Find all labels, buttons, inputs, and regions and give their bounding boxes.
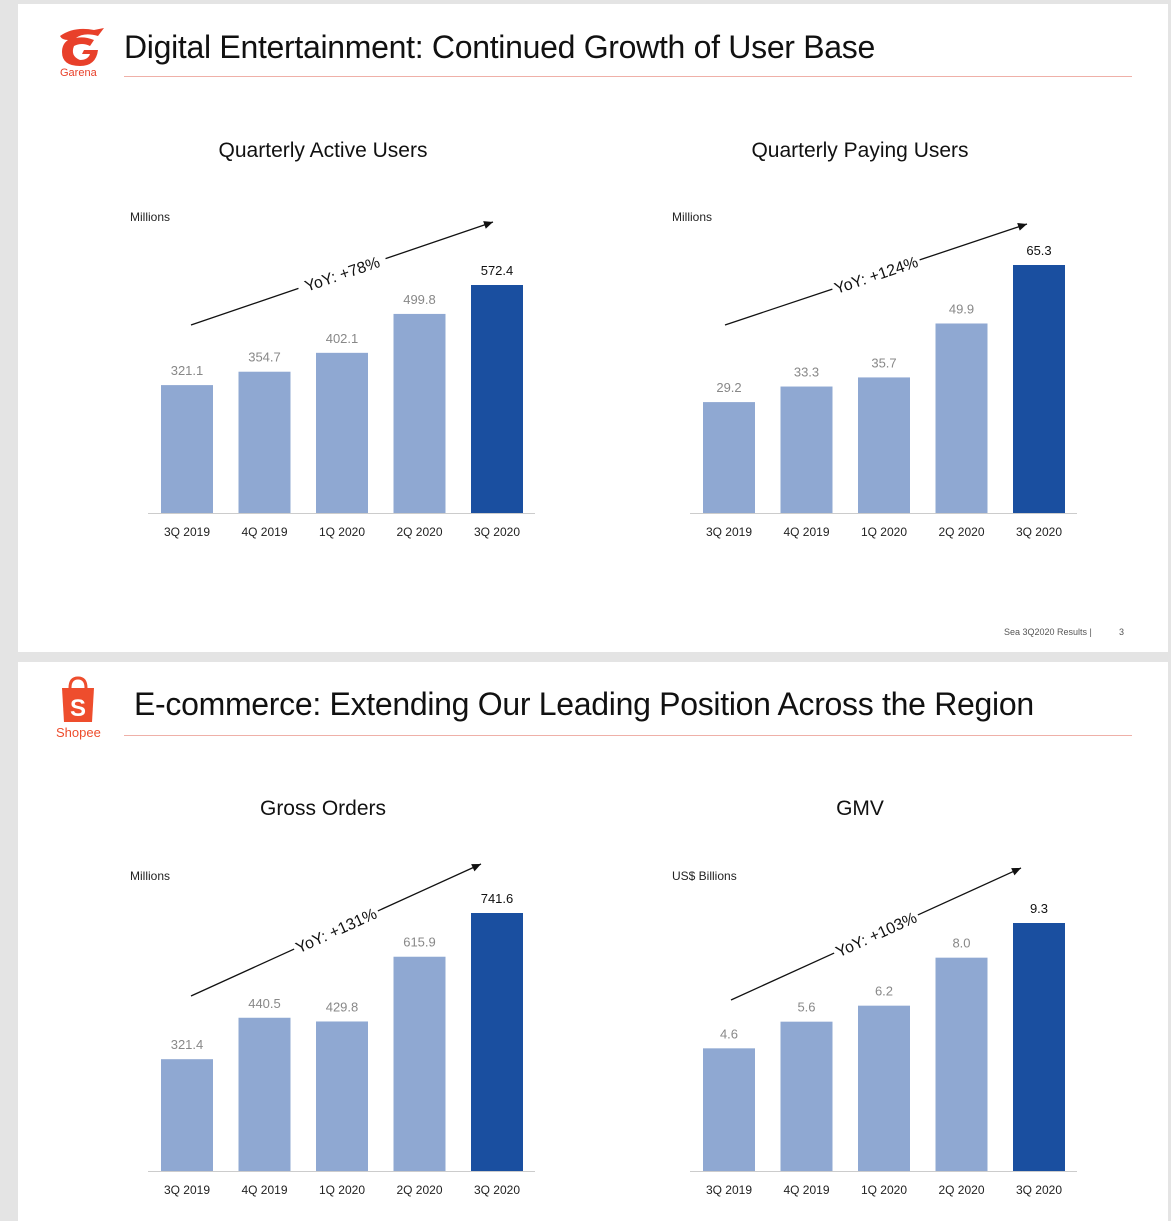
bar-1q-2020: [858, 377, 910, 513]
chart-gmv: 4.6 3Q 2019 5.6 4Q 2019 6.2 1Q 2020 8.0 2Q 2020…: [690, 867, 1077, 1197]
category-label: 4Q 2019: [241, 525, 287, 539]
bar-4q-2019: [780, 1021, 833, 1171]
value-label: 33.3: [794, 365, 819, 380]
category-label: 3Q 2019: [164, 1183, 210, 1197]
category-label: 3Q 2019: [706, 525, 752, 539]
bar-2q-2020: [935, 323, 988, 513]
bar-2q-2020: [935, 957, 988, 1171]
bar-3q-2019: [703, 1048, 755, 1171]
category-label: 2Q 2020: [938, 525, 984, 539]
value-label: 354.7: [248, 350, 281, 365]
value-label: 741.6: [481, 891, 514, 906]
footer-text: Sea 3Q2020 Results |: [1004, 627, 1092, 637]
category-label: 3Q 2019: [164, 525, 210, 539]
value-label: 321.4: [171, 1037, 204, 1052]
category-label: 4Q 2019: [783, 525, 829, 539]
chart-title: GMV: [836, 797, 884, 820]
value-label: 402.1: [326, 331, 359, 346]
category-label: 3Q 2020: [474, 1183, 520, 1197]
bar-1q-2020: [316, 1021, 368, 1171]
bar-3q-2019: [703, 402, 755, 513]
value-label: 440.5: [248, 996, 281, 1011]
shopee-logo-label: Shopee: [56, 725, 101, 740]
category-label: 3Q 2019: [706, 1183, 752, 1197]
value-label: 49.9: [949, 301, 974, 316]
value-label: 35.7: [871, 355, 896, 370]
yoy-label: YoY: +78%: [303, 254, 382, 295]
unit-label: US$ Billions: [672, 869, 737, 883]
title-rule: [124, 735, 1132, 736]
bar-4q-2019: [238, 1017, 291, 1171]
chart-title: Quarterly Active Users: [218, 139, 428, 162]
chart-quarterly-paying-users: 29.2 3Q 2019 33.3 4Q 2019 35.7 1Q 2020 49.9 2Q …: [690, 223, 1077, 539]
bar-2q-2020: [393, 956, 446, 1171]
yoy-label: YoY: +124%: [833, 254, 921, 298]
chart-gross-orders: 321.4 3Q 2019 440.5 4Q 2019 429.8 1Q 2020 615.…: [148, 863, 535, 1197]
value-label: 4.6: [720, 1026, 738, 1041]
value-label: 65.3: [1026, 243, 1051, 258]
value-label: 5.6: [797, 1000, 815, 1015]
page-number: 3: [1119, 627, 1125, 637]
category-label: 2Q 2020: [938, 1183, 984, 1197]
title-rule: [124, 76, 1132, 77]
value-label: 9.3: [1030, 901, 1048, 916]
category-label: 4Q 2019: [241, 1183, 287, 1197]
garena-logo-icon: [60, 28, 104, 66]
value-label: 572.4: [481, 263, 514, 278]
bar-4q-2019: [780, 386, 833, 513]
category-label: 3Q 2020: [474, 525, 520, 539]
category-label: 1Q 2020: [861, 525, 907, 539]
category-label: 1Q 2020: [861, 1183, 907, 1197]
value-label: 8.0: [952, 936, 970, 951]
chart-title: Gross Orders: [259, 797, 387, 820]
bar-2q-2020: [393, 313, 446, 513]
slide-ecommerce: S Shopee E-commerce: Extending Our Leadi…: [18, 662, 1168, 1221]
category-label: 4Q 2019: [783, 1183, 829, 1197]
bar-3q-2019: [161, 385, 213, 513]
value-label: 6.2: [875, 984, 893, 999]
category-label: 3Q 2020: [1016, 1183, 1062, 1197]
yoy-arrow: YoY: +124%: [724, 223, 1028, 326]
chart-title: Quarterly Paying Users: [751, 139, 969, 162]
bar-1q-2020: [316, 352, 368, 513]
bar-3q-2020: [471, 913, 523, 1171]
yoy-label: YoY: +103%: [833, 910, 919, 962]
garena-logo-label: Garena: [60, 67, 97, 79]
unit-label: Millions: [672, 210, 713, 224]
bar-3q-2020: [1013, 265, 1065, 513]
bar-3q-2020: [471, 285, 523, 513]
category-label: 3Q 2020: [1016, 525, 1062, 539]
slide-digital-entertainment: Garena Digital Entertainment: Continued …: [18, 4, 1168, 652]
slide-title: E-commerce: Extending Our Leading Positi…: [134, 686, 1034, 722]
shopee-bag-icon: S: [62, 676, 94, 722]
bar-3q-2020: [1013, 923, 1065, 1171]
slide-title: Digital Entertainment: Continued Growth …: [124, 29, 875, 65]
value-label: 499.8: [403, 292, 436, 307]
yoy-arrow: YoY: +78%: [190, 221, 494, 326]
unit-label: Millions: [130, 869, 171, 883]
value-label: 29.2: [716, 380, 741, 395]
bar-4q-2019: [238, 371, 291, 513]
value-label: 321.1: [171, 363, 204, 378]
category-label: 2Q 2020: [396, 525, 442, 539]
chart-quarterly-active-users: 321.1 3Q 2019 354.7 4Q 2019 402.1 1Q 2020 499.…: [148, 221, 535, 539]
bar-3q-2019: [161, 1059, 213, 1171]
value-label: 615.9: [403, 935, 436, 950]
category-label: 1Q 2020: [319, 1183, 365, 1197]
yoy-label: YoY: +131%: [293, 906, 379, 958]
category-label: 2Q 2020: [396, 1183, 442, 1197]
bar-1q-2020: [858, 1005, 910, 1171]
unit-label: Millions: [130, 210, 171, 224]
value-label: 429.8: [326, 999, 359, 1014]
shopee-logo-letter: S: [70, 695, 86, 722]
category-label: 1Q 2020: [319, 525, 365, 539]
